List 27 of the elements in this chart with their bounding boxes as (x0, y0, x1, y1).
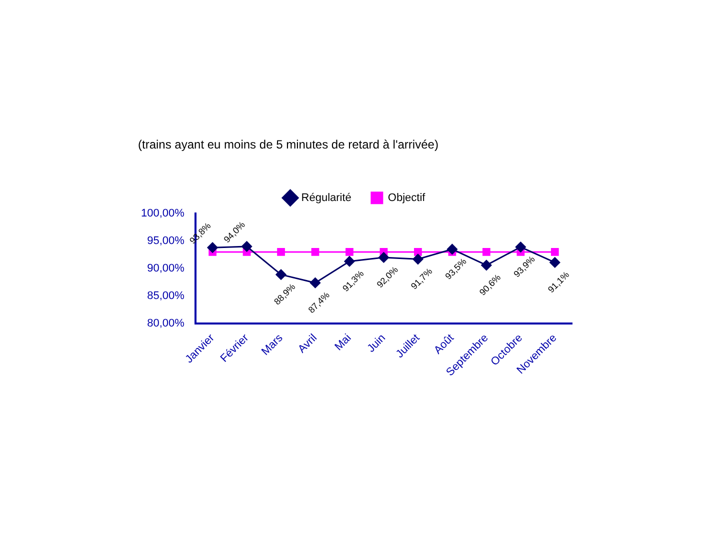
point (346, 248, 354, 256)
point (276, 269, 286, 280)
x-tick-label: Mai (332, 332, 354, 354)
y-tick-label: 90,00% (147, 262, 185, 275)
y-tick-label: 85,00% (147, 290, 185, 302)
point (446, 244, 458, 254)
chart-title: (trains ayant eu moins de 5 minutes de retard à l'arrivée) (138, 138, 438, 152)
point (412, 254, 424, 264)
point (311, 248, 320, 256)
point (482, 248, 490, 256)
point (242, 241, 252, 252)
point (550, 257, 560, 268)
y-tick-label: 100,00% (140, 207, 185, 220)
legend-label: Objectif (388, 192, 426, 204)
legend-label: Régularité (301, 192, 352, 204)
point (344, 256, 355, 267)
point (277, 248, 285, 256)
point (378, 252, 389, 263)
point (207, 242, 218, 253)
point (550, 248, 559, 256)
point (310, 278, 320, 288)
point (481, 260, 492, 270)
point (515, 242, 526, 252)
y-tick-label: 80,00% (147, 318, 185, 330)
y-tick-label: 95,00% (147, 234, 185, 247)
point (414, 248, 422, 256)
x-tick-label: Juin (365, 332, 388, 355)
